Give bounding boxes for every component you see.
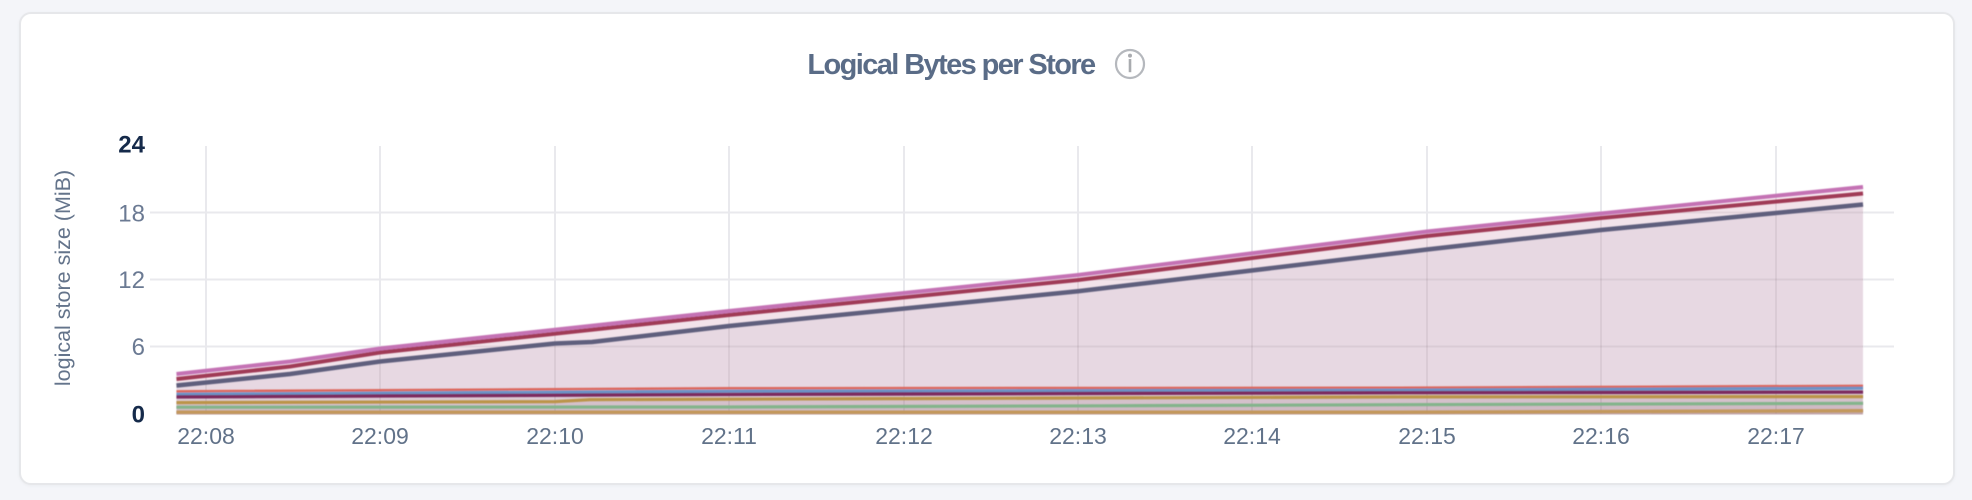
svg-text:24: 24 (118, 132, 145, 159)
svg-text:0: 0 (132, 401, 145, 428)
svg-text:logical store size (MiB): logical store size (MiB) (51, 170, 75, 386)
svg-text:6: 6 (132, 334, 145, 361)
svg-text:22:08: 22:08 (177, 423, 235, 449)
svg-text:22:11: 22:11 (701, 423, 757, 449)
svg-text:18: 18 (118, 200, 145, 227)
svg-text:22:12: 22:12 (875, 423, 933, 449)
svg-text:22:09: 22:09 (351, 423, 409, 449)
svg-text:22:14: 22:14 (1223, 423, 1281, 449)
svg-text:22:17: 22:17 (1747, 423, 1805, 449)
svg-text:22:16: 22:16 (1572, 423, 1630, 449)
svg-text:22:15: 22:15 (1398, 423, 1456, 449)
svg-text:22:13: 22:13 (1049, 423, 1107, 449)
svg-text:12: 12 (118, 267, 145, 294)
svg-text:22:10: 22:10 (526, 423, 584, 449)
svg-text:Logical Bytes per Store: Logical Bytes per Store (807, 49, 1096, 81)
